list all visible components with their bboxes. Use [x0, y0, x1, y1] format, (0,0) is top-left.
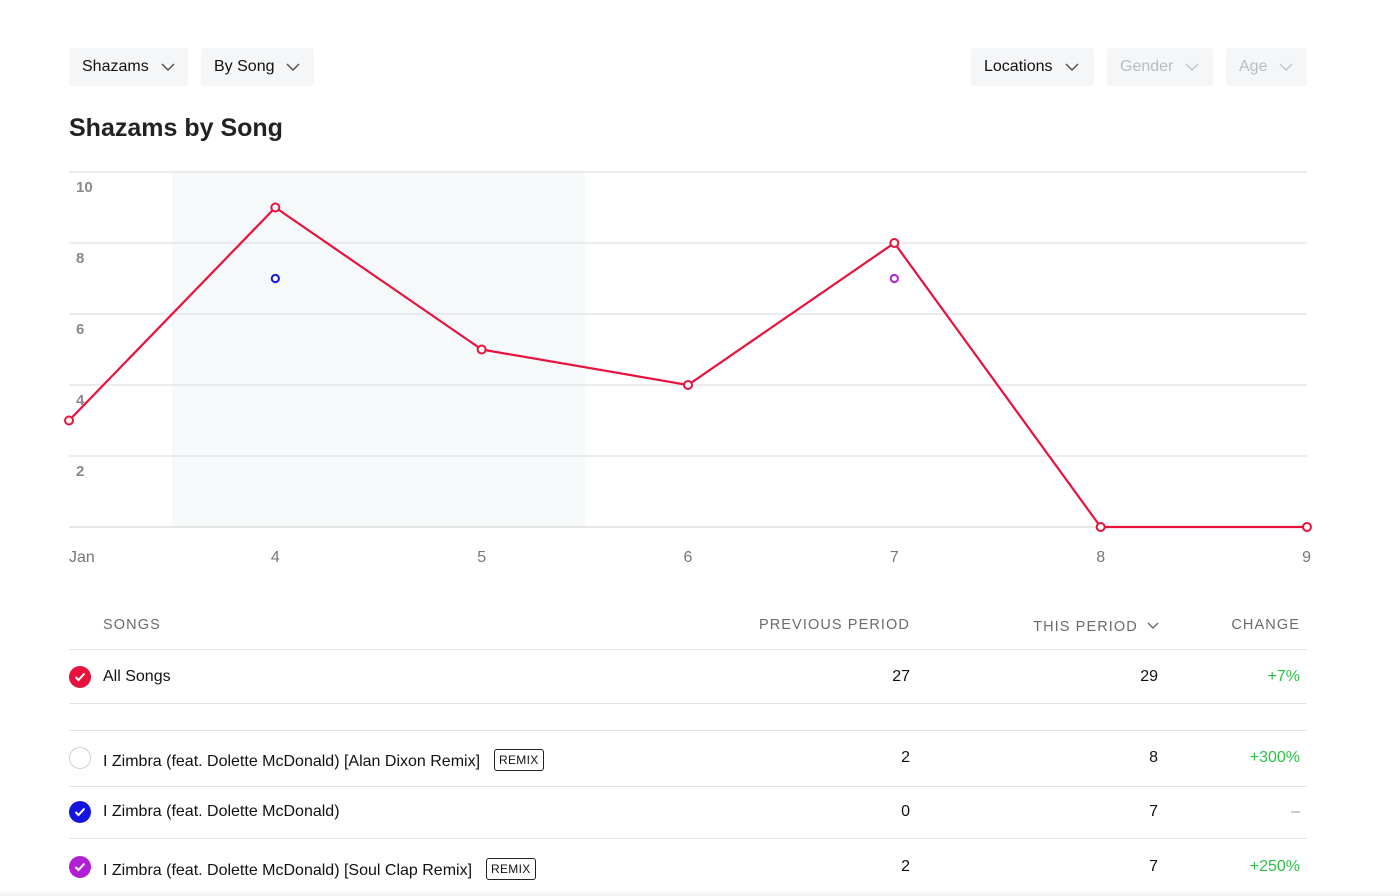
grouping-dropdown-label: By Song [214, 58, 275, 75]
locations-dropdown-label: Locations [984, 58, 1053, 75]
chevron-down-icon [1185, 63, 1199, 71]
data-point [1095, 522, 1106, 532]
chevron-down-icon [1064, 63, 1079, 71]
song-previous: 0 [901, 803, 910, 820]
header-divider [69, 649, 1307, 650]
song-change: +300% [1249, 749, 1300, 766]
gender-dropdown[interactable]: Gender [1107, 48, 1213, 86]
x-tick-label: 8 [1096, 549, 1105, 566]
y-tick-label: 6 [76, 321, 84, 338]
song-previous: 2 [901, 749, 910, 766]
song-checkbox[interactable] [69, 856, 91, 878]
age-dropdown-label: Age [1239, 58, 1268, 75]
check-icon [74, 672, 86, 682]
selected-range-highlight [172, 172, 585, 527]
song-current: 8 [1149, 749, 1158, 766]
data-point [683, 380, 693, 390]
remix-badge: REMIX [494, 749, 544, 771]
song-current: 7 [1149, 803, 1158, 820]
metric-dropdown-label: Shazams [82, 58, 149, 75]
data-point [476, 344, 487, 355]
shazams-line-chart: 2 4 6 8 10 Jan 4 5 6 7 8 9 [64, 171, 1312, 566]
song-title: I Zimbra (feat. Dolette McDonald) [Soul … [103, 862, 473, 879]
bottom-shadow [0, 890, 1400, 896]
check-icon [74, 862, 86, 872]
x-tick-label: 9 [1302, 549, 1311, 566]
previous-period-column-header[interactable]: PREVIOUS PERIOD [758, 617, 910, 633]
y-tick-label: 8 [76, 250, 84, 267]
y-tick-label: 2 [76, 463, 84, 480]
change-column-header[interactable]: CHANGE [1231, 617, 1300, 633]
song-title-cell: I Zimbra (feat. Dolette McDonald) [Soul … [103, 858, 536, 880]
x-tick-label: 4 [271, 549, 280, 566]
chevron-down-icon [161, 63, 175, 71]
data-point [64, 415, 74, 426]
data-point [1302, 522, 1312, 532]
data-point [889, 238, 900, 248]
data-point [270, 202, 281, 213]
x-tick-label: 7 [890, 549, 899, 566]
metric-dropdown[interactable]: Shazams [69, 48, 188, 86]
songs-column-header: SONGS [103, 617, 161, 633]
locations-dropdown[interactable]: Locations [971, 48, 1094, 86]
song-title: I Zimbra (feat. Dolette McDonald) [Alan … [103, 753, 481, 770]
song-change: +250% [1249, 858, 1300, 875]
song-current: 7 [1149, 858, 1158, 875]
song-title-cell: I Zimbra (feat. Dolette McDonald) [Alan … [103, 749, 544, 771]
y-tick-label: 4 [76, 392, 85, 409]
x-tick-label: Jan [69, 549, 95, 566]
row-divider [69, 838, 1307, 839]
data-point [270, 273, 280, 284]
data-point [889, 273, 899, 284]
all-songs-current: 29 [1140, 668, 1158, 685]
song-title: I Zimbra (feat. Dolette McDonald) [103, 803, 340, 820]
check-icon [74, 807, 86, 817]
song-checkbox[interactable] [69, 801, 91, 823]
song-change: – [1291, 803, 1300, 820]
row-divider [69, 730, 1307, 731]
this-period-header-label: THIS PERIOD [1033, 619, 1138, 635]
song-checkbox[interactable] [69, 747, 91, 769]
row-divider [69, 786, 1307, 787]
all-songs-label: All Songs [103, 668, 171, 685]
all-songs-checkbox[interactable] [69, 666, 91, 688]
chevron-down-icon [286, 63, 301, 71]
all-songs-previous: 27 [892, 668, 910, 685]
grouping-dropdown[interactable]: By Song [201, 48, 314, 86]
sort-chevron-down-icon [1147, 617, 1159, 633]
song-previous: 2 [901, 858, 910, 875]
y-tick-label: 10 [76, 179, 93, 196]
page-title: Shazams by Song [69, 114, 283, 142]
x-tick-label: 5 [477, 549, 486, 566]
remix-badge: REMIX [486, 858, 536, 880]
all-songs-change: +7% [1267, 668, 1300, 685]
x-tick-label: 6 [684, 549, 693, 566]
chevron-down-icon [1279, 63, 1293, 71]
row-divider [69, 703, 1307, 704]
age-dropdown[interactable]: Age [1226, 48, 1307, 86]
gender-dropdown-label: Gender [1120, 58, 1174, 75]
this-period-column-header[interactable]: THIS PERIOD [940, 617, 1159, 635]
